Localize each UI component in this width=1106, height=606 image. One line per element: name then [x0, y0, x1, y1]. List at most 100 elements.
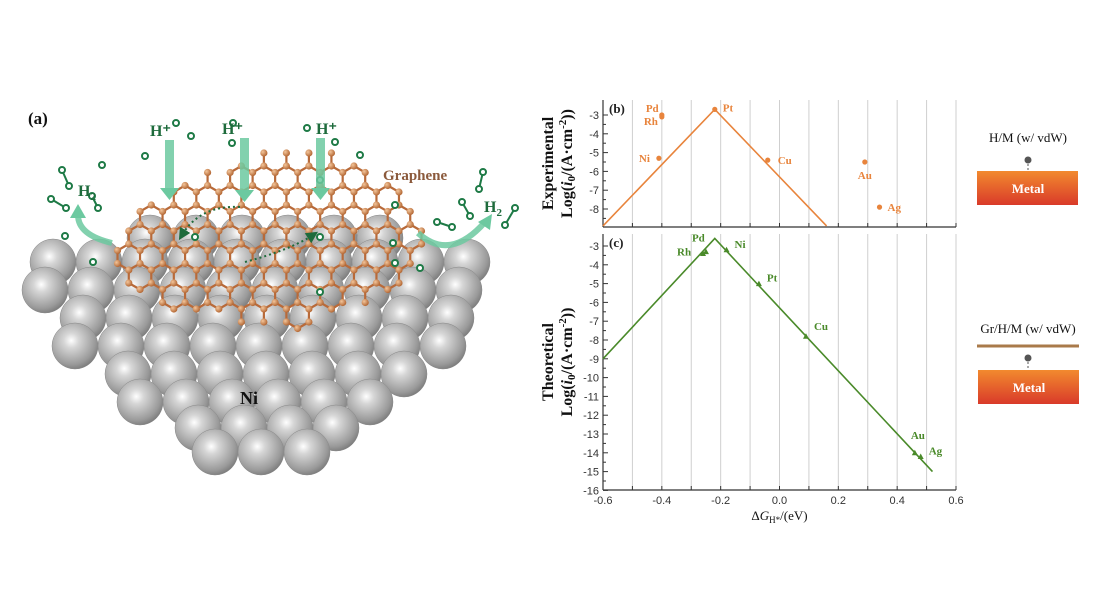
- x-tick-label: -0.6: [594, 495, 613, 507]
- carbon-atom: [305, 240, 313, 248]
- y-axis-units: Log(i0/(A·cm-2)): [557, 109, 578, 218]
- y-tick-label: -5: [589, 279, 599, 291]
- hydrogen-atom: [391, 259, 399, 267]
- carbon-atom: [294, 285, 302, 294]
- y-tick-label: -6: [589, 297, 599, 309]
- carbon-atom: [203, 220, 212, 229]
- volcano-line: [602, 108, 828, 227]
- carbon-atom: [372, 227, 381, 235]
- y-tick-label: -7: [589, 185, 599, 197]
- carbon-atom: [316, 259, 324, 268]
- panel-label: (c): [609, 235, 623, 250]
- y-tick-label: -15: [583, 467, 599, 479]
- y-tick-label: -12: [583, 410, 599, 422]
- hydrogen-atom: [389, 239, 397, 247]
- h2-molecule: [501, 204, 519, 229]
- carbon-atom: [384, 220, 392, 229]
- carbon-atom: [294, 324, 302, 333]
- y-axis-title: Theoretical: [540, 322, 557, 400]
- y-tick-label: -3: [589, 241, 599, 253]
- carbon-atom: [249, 181, 257, 190]
- carbon-atom: [249, 298, 257, 307]
- hydrogen-atom: [141, 152, 149, 160]
- carbon-atom: [384, 246, 392, 255]
- carbon-atom: [316, 246, 324, 255]
- y-tick-label: -4: [589, 260, 599, 272]
- proton-label: H⁺: [316, 121, 337, 138]
- carbon-atom: [215, 188, 223, 196]
- carbon-atom: [181, 220, 189, 229]
- graphene-on-nickel-illustration: (a) H⁺ H⁺ H⁺ H2 H2 Graphene Ni: [21, 109, 519, 476]
- carbon-atom: [327, 266, 336, 274]
- nickel-atom: [346, 378, 394, 426]
- carbon-atom: [215, 201, 223, 209]
- carbon-atom: [260, 149, 268, 157]
- carbon-atom: [282, 162, 290, 170]
- carbon-atom: [406, 246, 414, 255]
- hydrogen-atom: [511, 204, 519, 212]
- nickel-label: Ni: [240, 388, 258, 408]
- y-tick-label: -8: [589, 204, 599, 216]
- panel-label-a: (a): [28, 109, 48, 128]
- hydrogen-atom: [187, 132, 195, 140]
- carbon-atom: [271, 259, 279, 268]
- carbon-atom: [271, 298, 279, 307]
- carbon-atom: [305, 149, 313, 157]
- x-tick-label: -0.2: [711, 495, 730, 507]
- carbon-atom: [339, 181, 347, 190]
- data-point: [659, 114, 665, 120]
- metal-label: Metal: [1013, 380, 1046, 395]
- data-point: [723, 246, 730, 253]
- carbon-atom: [417, 240, 426, 248]
- nickel-atom: [419, 322, 467, 370]
- carbon-atom: [282, 305, 290, 313]
- carbon-atom: [350, 162, 358, 170]
- data-label: Rh: [644, 116, 658, 128]
- data-label: Cu: [778, 155, 792, 167]
- carbon-atom: [203, 246, 212, 255]
- proton-label: H⁺: [150, 123, 171, 140]
- carbon-atom: [294, 181, 302, 190]
- carbon-atom: [327, 188, 336, 196]
- nickel-atom: [51, 322, 99, 370]
- proton-label: H⁺: [222, 121, 243, 138]
- carbon-atom: [147, 279, 155, 287]
- carbon-atom: [237, 240, 245, 248]
- carbon-atom: [192, 201, 200, 209]
- carbon-atom: [282, 279, 290, 287]
- hydrogen-atom: [416, 264, 424, 272]
- graphene-label: Graphene: [383, 168, 448, 184]
- carbon-atom: [339, 285, 347, 294]
- volcano-line: [602, 237, 934, 473]
- carbon-atom: [136, 220, 144, 229]
- carbon-atom: [305, 266, 313, 274]
- hydrogen-atom: [65, 182, 73, 190]
- carbon-atom: [237, 227, 245, 235]
- carbon-atom: [158, 220, 167, 229]
- carbon-atom: [339, 246, 347, 255]
- hydrogen-atom: [448, 223, 456, 231]
- carbon-atom: [361, 259, 369, 268]
- carbon-atom: [294, 246, 302, 255]
- h2-molecule: [433, 218, 456, 231]
- carbon-atom: [350, 201, 358, 209]
- carbon-atom: [203, 181, 212, 190]
- carbon-atom: [226, 168, 234, 177]
- carbon-atom: [170, 240, 178, 248]
- nickel-atom: [21, 266, 69, 314]
- data-point: [656, 155, 662, 161]
- carbon-atom: [305, 227, 313, 235]
- carbon-atom: [181, 298, 189, 307]
- hydrogen-atom: [391, 201, 399, 209]
- data-label: Rh: [677, 247, 691, 259]
- volcano-plots: -3-4-5-6-7-8(b)Experimental Log(i0/(A·cm-…: [540, 100, 964, 525]
- theoretical-volcano-chart: -3 -4 -5 -6 -7 -8 -9 -10 -11 -12 -13 -14 -15 -16-0.6 -…: [540, 233, 964, 525]
- carbon-atom: [395, 188, 403, 196]
- nickel-atom: [237, 428, 285, 476]
- carbon-atom: [395, 266, 403, 274]
- hydrogen-atom: [61, 232, 69, 240]
- carbon-atom: [158, 207, 167, 216]
- carbon-atom: [406, 220, 414, 229]
- proton-arrows: [70, 138, 492, 263]
- data-point: [862, 159, 868, 165]
